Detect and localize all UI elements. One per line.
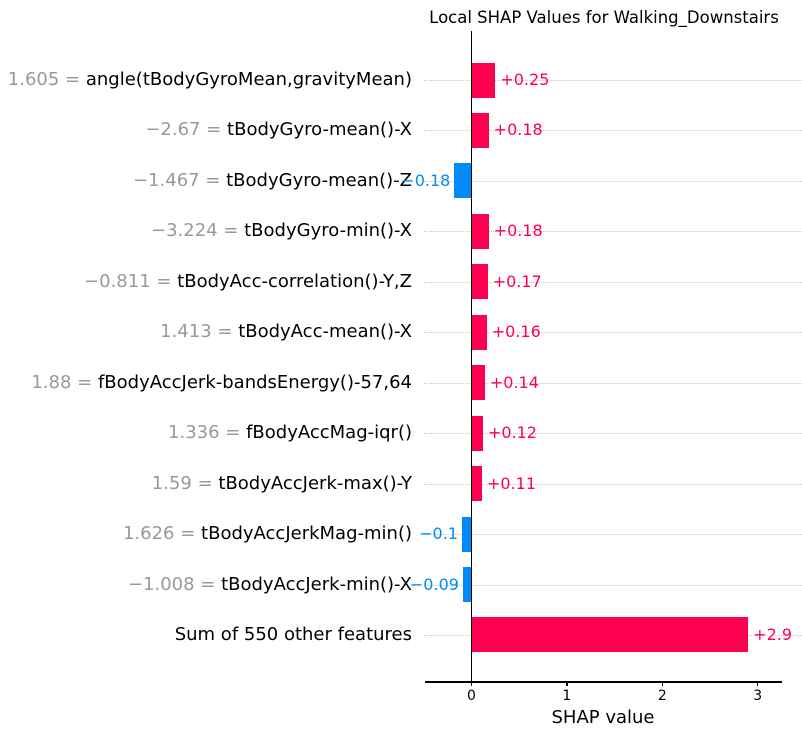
feature-value: −1.008 = xyxy=(127,573,222,595)
feature-label: −2.67 = tBodyGyro-mean()-X xyxy=(145,121,412,139)
x-tick xyxy=(756,681,759,686)
feature-name: tBodyAcc-correlation()-Y,Z xyxy=(177,270,412,292)
row-gridline xyxy=(424,584,802,586)
feature-name: tBodyAccJerkMag-min() xyxy=(201,523,412,545)
shap-bar-positive xyxy=(471,415,483,451)
bar-value-label: +0.18 xyxy=(493,120,543,140)
feature-name: fBodyAccMag-iqr() xyxy=(246,422,412,444)
feature-value: 1.88 = xyxy=(31,371,98,393)
x-tick xyxy=(566,681,568,686)
feature-label: 1.336 = fBodyAccMag-iqr() xyxy=(168,424,412,442)
bar-value-label: +2.9 xyxy=(753,624,793,644)
x-tick-label: 3 xyxy=(753,688,763,704)
shap-bar-positive xyxy=(471,264,488,300)
x-axis xyxy=(425,681,782,683)
feature-label: 1.626 = tBodyAccJerkMag-min() xyxy=(123,525,412,543)
feature-name: tBodyGyro-min()-X xyxy=(244,220,412,242)
feature-value: 1.605 = xyxy=(7,69,86,90)
zero-axis-line xyxy=(470,31,473,682)
shap-bar-positive xyxy=(471,213,489,249)
row-gridline xyxy=(424,382,802,384)
bar-value-label: +0.16 xyxy=(491,322,541,342)
feature-label: 1.413 = tBodyAcc-mean()-X xyxy=(160,323,412,341)
row-gridline xyxy=(424,332,802,334)
feature-name: tBodyGyro-mean()-X xyxy=(227,119,412,141)
feature-label: −1.008 = tBodyAccJerk-min()-X xyxy=(127,573,412,595)
feature-name: Sum of 550 other features xyxy=(174,623,412,645)
bar-value-label: −0.09 xyxy=(409,574,459,594)
feature-value: −2.67 = xyxy=(145,119,228,141)
bar-value-label: +0.11 xyxy=(486,473,537,493)
row-gridline xyxy=(424,483,802,485)
row-gridline xyxy=(424,281,802,283)
feature-name: tBodyGyro-mean()-Z xyxy=(226,169,412,191)
row-gridline xyxy=(424,180,802,182)
bar-value-label: +0.14 xyxy=(489,372,539,392)
x-tick-label: 0 xyxy=(467,688,476,704)
feature-name: tBodyAccJerk-max()-Y xyxy=(218,472,412,494)
feature-label: 1.605 = angle(tBodyGyroMean,gravityMean) xyxy=(8,71,412,89)
shap-bar-positive xyxy=(471,314,487,350)
bar-value-label: +0.12 xyxy=(487,423,537,443)
feature-name: fBodyAccJerk-bandsEnergy()-57,64 xyxy=(97,371,412,393)
shap-bar-positive xyxy=(471,466,482,502)
feature-label: −3.224 = tBodyGyro-min()-X xyxy=(151,222,412,240)
shap-bar-negative xyxy=(461,516,472,552)
feature-label: 1.59 = tBodyAccJerk-max()-Y xyxy=(151,472,412,494)
bar-value-label: +0.18 xyxy=(493,221,543,241)
row-gridline xyxy=(424,80,802,81)
shap-bar-negative xyxy=(454,163,472,199)
x-tick xyxy=(470,681,473,686)
x-tick-label: 2 xyxy=(657,688,667,704)
feature-label: 1.88 = fBodyAccJerk-bandsEnergy()-57,64 xyxy=(31,371,412,393)
feature-label: −0.811 = tBodyAcc-correlation()-Y,Z xyxy=(84,270,412,292)
feature-value: 1.336 = xyxy=(168,422,247,444)
x-tick-label: 1 xyxy=(562,688,572,704)
shap-bar-positive xyxy=(471,617,749,653)
shap-bar-positive xyxy=(471,365,485,401)
x-tick xyxy=(661,681,664,686)
bar-value-label: +0.17 xyxy=(492,271,542,291)
feature-name: tBodyAcc-mean()-X xyxy=(238,321,412,343)
bar-value-label: −0.1 xyxy=(419,524,458,544)
chart-title: Local SHAP Values for Walking_Downstairs xyxy=(429,8,779,27)
feature-value: 1.59 = xyxy=(151,472,219,494)
shap-bar-positive xyxy=(471,112,489,148)
feature-value: −3.224 = xyxy=(150,220,245,242)
feature-value: −0.811 = xyxy=(84,270,178,292)
feature-name: tBodyAccJerk-min()-X xyxy=(221,573,412,595)
row-gridline xyxy=(424,231,802,233)
shap-bar-positive xyxy=(471,62,496,98)
feature-name: angle(tBodyGyroMean,gravityMean) xyxy=(85,69,412,90)
row-gridline xyxy=(424,534,802,536)
row-gridline xyxy=(424,130,802,132)
x-axis-title: SHAP value xyxy=(551,707,655,728)
feature-label: −1.467 = tBodyGyro-mean()-Z xyxy=(132,169,412,191)
feature-value: 1.626 = xyxy=(122,523,202,545)
feature-value: 1.413 = xyxy=(160,321,239,343)
row-gridline xyxy=(424,433,802,435)
shap-bar-negative xyxy=(462,567,472,602)
feature-label: Sum of 550 other features xyxy=(174,623,412,645)
bar-value-label: −0.18 xyxy=(401,170,451,190)
feature-value: −1.467 = xyxy=(132,169,227,191)
bar-value-label: +0.25 xyxy=(500,70,550,89)
